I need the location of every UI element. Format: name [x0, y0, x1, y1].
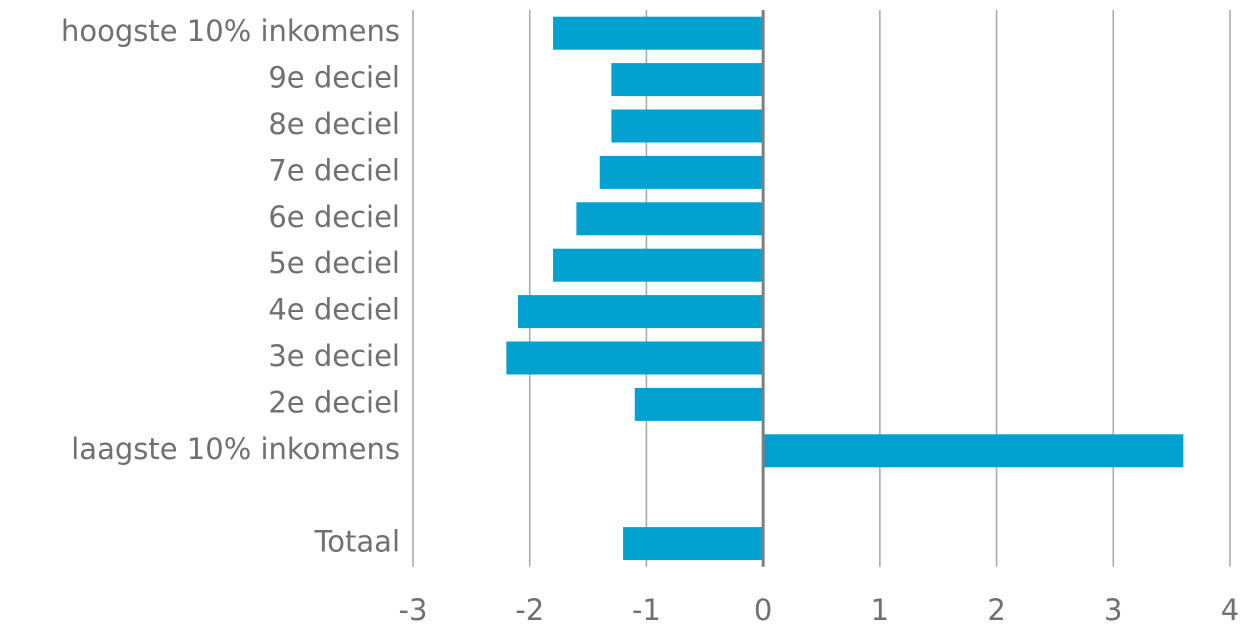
- bar: [611, 63, 764, 97]
- x-tick-label: 3: [1104, 593, 1122, 627]
- bar: [634, 387, 764, 421]
- y-tick-label: Totaal: [314, 525, 401, 559]
- x-tick-label: 4: [1221, 593, 1239, 627]
- x-tick-label: -1: [632, 593, 661, 627]
- bar: [553, 16, 764, 50]
- bar: [599, 155, 764, 189]
- x-tick-label: 1: [871, 593, 889, 627]
- bar: [576, 202, 764, 236]
- bar: [553, 248, 764, 282]
- y-tick-label: 2e deciel: [268, 385, 400, 419]
- y-tick-label: 9e deciel: [268, 61, 400, 95]
- bar: [623, 527, 764, 561]
- y-tick-label: 7e deciel: [268, 153, 400, 187]
- x-tick-label: -2: [515, 593, 544, 627]
- y-tick-label: 8e deciel: [268, 107, 400, 141]
- x-tick-label: -3: [399, 593, 428, 627]
- x-tick-label: 2: [987, 593, 1005, 627]
- y-tick-label: laagste 10% inkomens: [71, 432, 400, 466]
- x-tick-label: 0: [754, 593, 772, 627]
- y-tick-label: 6e deciel: [268, 200, 400, 234]
- bar: [518, 295, 764, 329]
- y-tick-label: 4e deciel: [268, 293, 400, 327]
- y-tick-label: 5e deciel: [268, 246, 400, 280]
- y-tick-label: hoogste 10% inkomens: [61, 14, 400, 48]
- bar: [611, 109, 764, 143]
- bar: [763, 434, 1184, 468]
- bar: [506, 341, 764, 375]
- y-tick-label: 3e deciel: [268, 339, 400, 373]
